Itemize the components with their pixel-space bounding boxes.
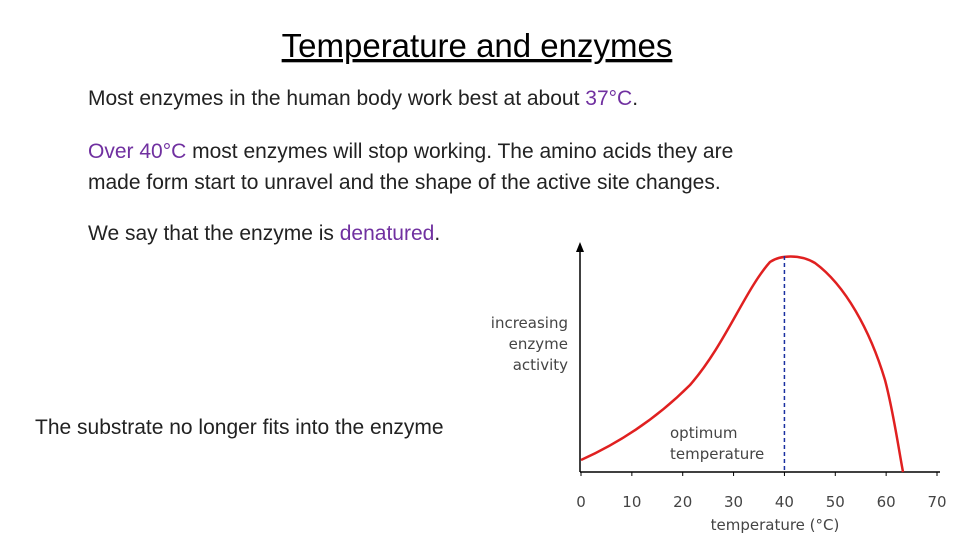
activity-curve bbox=[580, 255, 905, 473]
x-tick-label: 0 bbox=[576, 493, 586, 511]
highlight: Over 40°C bbox=[88, 140, 186, 163]
annotation: optimum bbox=[670, 424, 737, 442]
y-label: activity bbox=[513, 356, 568, 374]
x-tick-label: 10 bbox=[622, 493, 641, 511]
caption: The substrate no longer fits into the en… bbox=[35, 416, 444, 439]
y-label: increasing bbox=[491, 314, 568, 332]
text: We say that the enzyme is bbox=[88, 222, 340, 245]
x-tick-label: 20 bbox=[673, 493, 692, 511]
x-tick-label: 50 bbox=[826, 493, 845, 511]
paragraph: Over 40°C most enzymes will stop working… bbox=[88, 140, 733, 163]
title: Temperature and enzymes bbox=[282, 27, 673, 64]
x-label: temperature (°C) bbox=[711, 516, 840, 534]
x-tick-label: 60 bbox=[877, 493, 896, 511]
highlight: 37°C bbox=[585, 87, 632, 110]
y-label: enzyme bbox=[509, 335, 568, 353]
text: most enzymes will stop working. The amin… bbox=[186, 140, 733, 163]
x-tick-label: 30 bbox=[724, 493, 743, 511]
text: Most enzymes in the human body work best… bbox=[88, 87, 585, 110]
text: . bbox=[434, 222, 440, 245]
y-axis-arrow bbox=[576, 242, 584, 252]
paragraph-line: made form start to unravel and the shape… bbox=[88, 171, 721, 194]
paragraph: We say that the enzyme is denatured. bbox=[88, 222, 440, 245]
annotation: temperature bbox=[670, 445, 764, 463]
x-tick-label: 40 bbox=[775, 493, 794, 511]
highlight: denatured bbox=[340, 222, 435, 245]
x-tick-label: 70 bbox=[927, 493, 946, 511]
text: . bbox=[632, 87, 638, 110]
paragraph: Most enzymes in the human body work best… bbox=[88, 87, 638, 110]
